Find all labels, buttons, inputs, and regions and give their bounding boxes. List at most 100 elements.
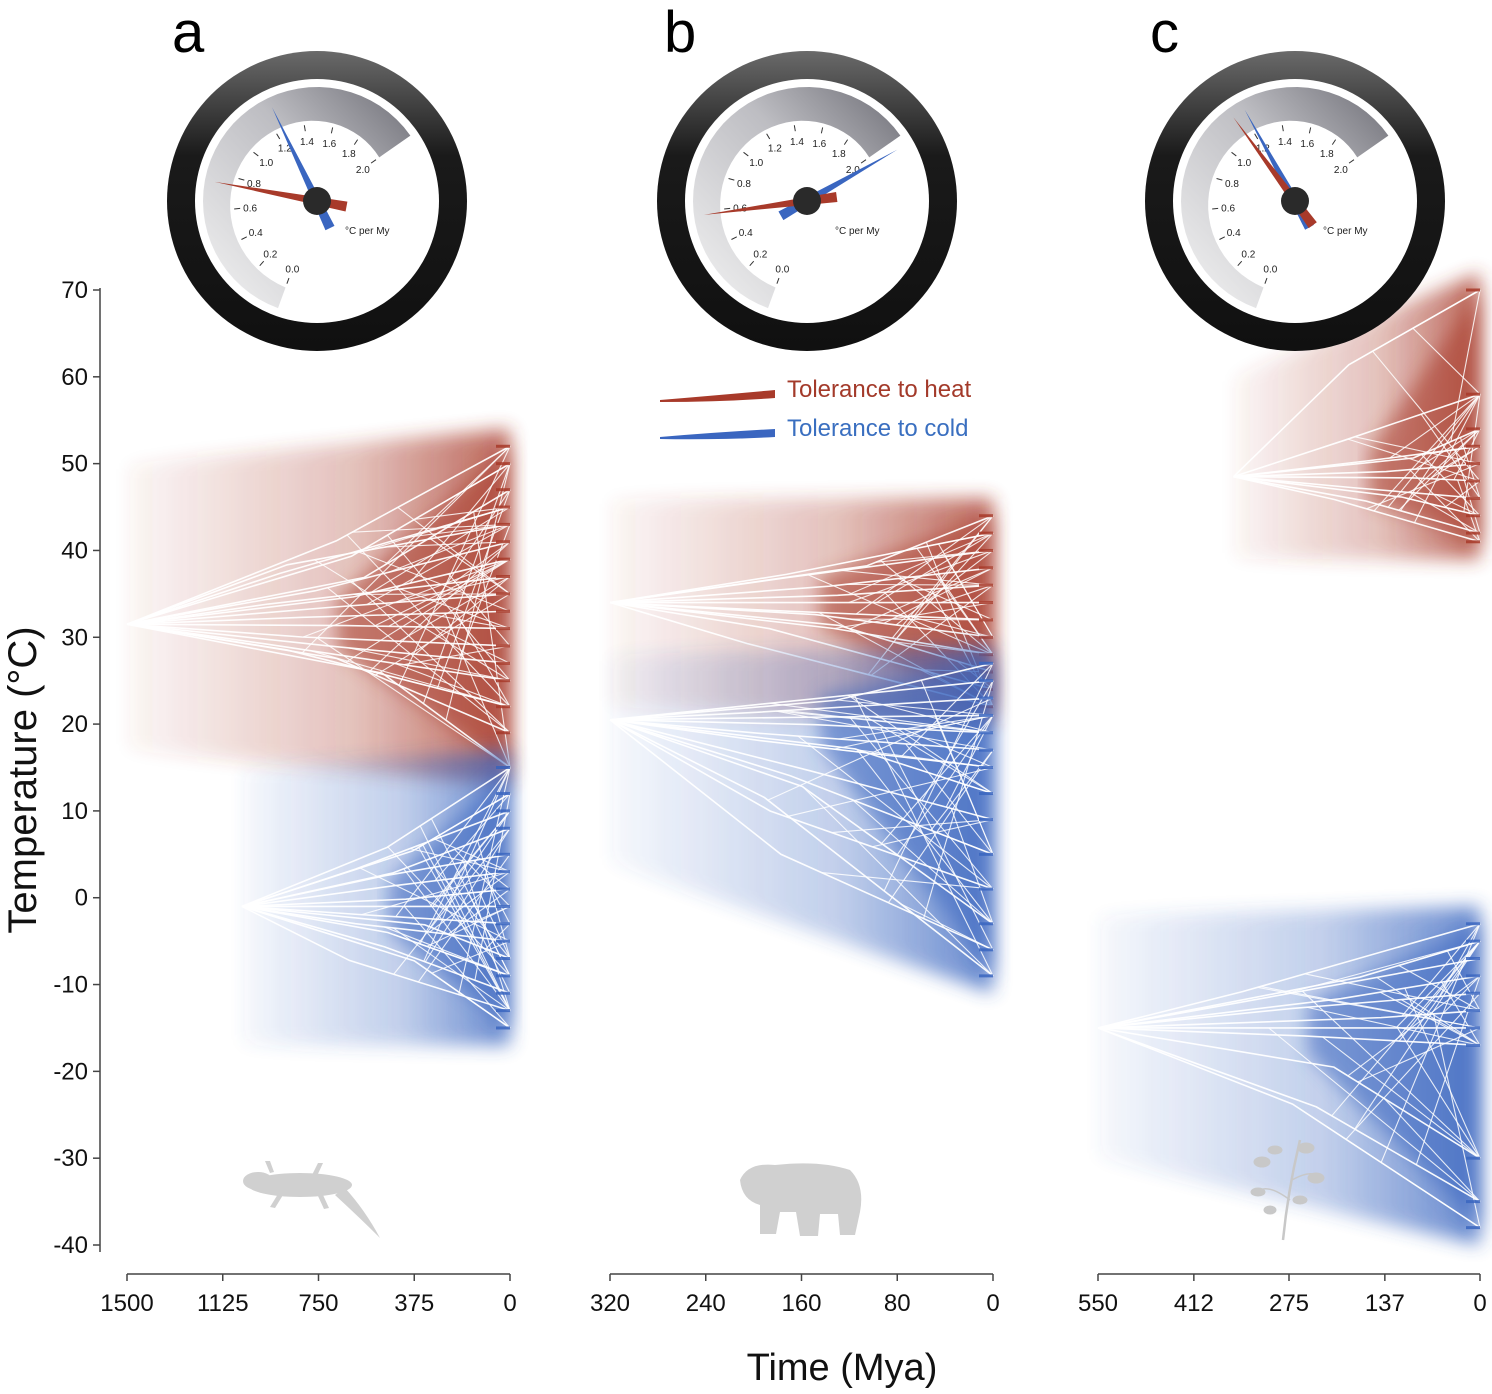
tree-branch bbox=[609, 718, 994, 734]
tree-branch bbox=[1097, 957, 1481, 1029]
tree-branch bbox=[872, 819, 994, 848]
gauge-tick bbox=[860, 159, 867, 164]
tree-branch bbox=[126, 610, 511, 626]
tree-branch bbox=[126, 575, 511, 626]
gauge-tick-label: 0.0 bbox=[1263, 265, 1277, 276]
y-axis: 70 60 50 40 30 20 10 0 -10 -20 -30 -40 Temperature … bbox=[1, 277, 101, 1259]
gauge-tick-label: 2.0 bbox=[356, 165, 370, 176]
gauge-tick-label: 1.6 bbox=[322, 139, 336, 150]
tree-branch bbox=[934, 715, 994, 855]
gauge-tick-label: 1.2 bbox=[278, 144, 292, 155]
bear-silhouette bbox=[740, 1163, 862, 1236]
tree-branch bbox=[609, 719, 994, 951]
heat-tree bbox=[1232, 289, 1481, 543]
tree-branch bbox=[477, 840, 511, 959]
tree-branch bbox=[1347, 438, 1481, 482]
tree-branch bbox=[936, 832, 994, 855]
x-axis-a: 1500 1125 750 375 0 bbox=[100, 1273, 517, 1317]
gauge-a: 0.0 0.20.4 0.6 0.8 1.0 1.2 1.4 1.6 1.82.0 °C per … bbox=[167, 51, 467, 351]
tree-branch bbox=[399, 576, 511, 642]
tree-branch bbox=[609, 549, 994, 604]
tree-branch bbox=[473, 860, 511, 890]
heat-tree bbox=[126, 445, 511, 769]
gauge-tick-label: 1.8 bbox=[1320, 149, 1334, 160]
tree-branch bbox=[1304, 973, 1481, 1012]
y-tick-label: -30 bbox=[53, 1145, 88, 1172]
gauge-scale-band bbox=[1181, 87, 1389, 309]
gauge-tick bbox=[370, 159, 377, 164]
tree-branch bbox=[1404, 497, 1481, 517]
y-tick-label: 50 bbox=[61, 451, 88, 478]
tree-branch bbox=[458, 767, 511, 995]
tree-branch bbox=[126, 623, 511, 630]
gauge-tick-label: 1.0 bbox=[1237, 158, 1251, 169]
tree-branch bbox=[241, 810, 511, 908]
tree-branch bbox=[1454, 449, 1481, 534]
x-tick-label: 750 bbox=[298, 1290, 338, 1317]
gauge-tick-label: 1.0 bbox=[259, 158, 273, 169]
x-axis-b: 320 240 160 80 0 bbox=[590, 1273, 1000, 1317]
tree-branch bbox=[1326, 1126, 1481, 1229]
x-axis-c: 550 412 275 137 0 bbox=[1078, 1273, 1487, 1317]
tree-branch bbox=[856, 749, 994, 925]
tree-branch bbox=[422, 463, 511, 704]
tree-branch bbox=[473, 511, 511, 768]
tree-branch bbox=[902, 728, 994, 769]
panel-c: 550 412 275 137 0 0.0 0.20.4 0.6 0.8 1.0 1.2 1.4 1.… bbox=[1078, 0, 1487, 1317]
gauge-tick bbox=[793, 125, 796, 132]
tree-branch bbox=[858, 749, 994, 769]
gauge-unit: °C per My bbox=[1323, 226, 1368, 237]
tree-branch bbox=[126, 623, 511, 734]
plot-area-b bbox=[609, 498, 994, 994]
gauge-tick bbox=[1308, 127, 1312, 134]
tree-branch bbox=[609, 697, 994, 721]
tree-branch bbox=[1233, 393, 1481, 478]
tree-branch bbox=[458, 524, 511, 659]
tree-branch bbox=[429, 871, 511, 933]
tree-branch bbox=[434, 463, 511, 509]
tree-branch bbox=[609, 714, 994, 721]
gauge-tick bbox=[253, 151, 259, 157]
tree-branch bbox=[431, 940, 511, 974]
tree-branch bbox=[1415, 975, 1481, 1165]
plant-silhouette bbox=[1250, 1139, 1325, 1241]
tree-branch bbox=[241, 905, 511, 942]
x-tick-label: 550 bbox=[1078, 1290, 1118, 1317]
tree-branch bbox=[839, 532, 994, 565]
tree-branch bbox=[867, 515, 994, 675]
tree-branch bbox=[309, 650, 511, 708]
tree-branch bbox=[1401, 923, 1481, 1017]
y-tick-label: 40 bbox=[61, 537, 88, 564]
gauge-tick-label: 0.2 bbox=[1241, 250, 1255, 261]
tree-branch bbox=[327, 587, 511, 734]
tree-branch bbox=[241, 766, 511, 908]
tree-branch bbox=[1345, 992, 1481, 1140]
tree-branch bbox=[241, 905, 511, 1012]
tree-branch bbox=[1097, 1027, 1481, 1047]
tree-branch bbox=[777, 710, 994, 734]
gauge-unit: °C per My bbox=[345, 226, 390, 237]
tree-branch bbox=[126, 623, 511, 665]
gauge-b: 0.00.20.40.60.81.01.21.41.61.82.0°C per … bbox=[657, 51, 957, 351]
gauge-tick bbox=[728, 178, 735, 181]
tree-branch bbox=[880, 727, 994, 951]
gauge-tick bbox=[724, 207, 731, 210]
gauge-unit: °C per My bbox=[835, 226, 880, 237]
tree-branch bbox=[393, 934, 511, 977]
gauge-tick-label: 0.2 bbox=[753, 250, 767, 261]
tree-branch bbox=[849, 567, 994, 630]
y-tick-label: 20 bbox=[61, 711, 88, 738]
gauge-tick-label: 1.4 bbox=[790, 137, 804, 148]
y-ticks: 70 60 50 40 30 20 10 0 -10 -20 -30 -40 bbox=[53, 277, 100, 1259]
gauge-tick-label: 0.6 bbox=[1221, 203, 1235, 214]
gauge-tick bbox=[743, 151, 749, 157]
y-axis-label: Temperature (°C) bbox=[1, 626, 45, 933]
cold-tree bbox=[241, 766, 511, 1029]
tree-branch bbox=[1398, 964, 1481, 1012]
tree-branch bbox=[302, 558, 511, 638]
tree-branch bbox=[1400, 999, 1481, 1046]
gauge-tick-label: 0.8 bbox=[737, 179, 751, 190]
gauge-scale-band bbox=[693, 87, 901, 309]
x-tick-label: 1500 bbox=[100, 1290, 153, 1317]
tree-branch bbox=[424, 827, 511, 963]
